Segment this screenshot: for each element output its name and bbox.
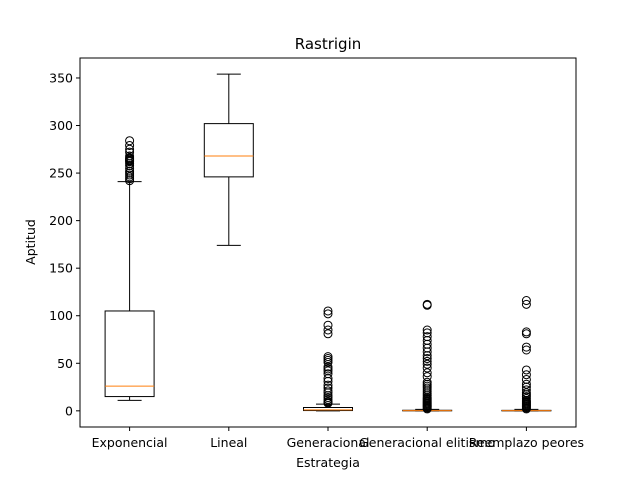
y-tick-label: 200 bbox=[49, 213, 73, 228]
outlier-point bbox=[521, 329, 531, 339]
y-tick-label: 100 bbox=[49, 308, 73, 323]
outlier-point bbox=[323, 352, 333, 362]
outlier-point bbox=[323, 362, 333, 372]
outlier-point bbox=[422, 368, 432, 378]
box-1 bbox=[104, 136, 155, 401]
outlier-point bbox=[323, 386, 333, 396]
outlier-point bbox=[521, 296, 531, 306]
outlier-point bbox=[323, 325, 333, 335]
outlier-point bbox=[422, 299, 432, 309]
outlier-point bbox=[521, 379, 531, 389]
outlier-point bbox=[323, 383, 333, 393]
x-tick-label: Generacional elitismo bbox=[359, 435, 495, 450]
box-4 bbox=[402, 299, 453, 414]
x-axis-label: Estrategia bbox=[296, 455, 360, 470]
outlier-point bbox=[323, 309, 333, 319]
outlier-point bbox=[422, 372, 432, 382]
y-tick-label: 150 bbox=[49, 261, 73, 276]
chart-title: Rastrigin bbox=[295, 35, 362, 53]
box-series bbox=[104, 73, 552, 414]
y-tick-label: 350 bbox=[49, 70, 73, 85]
iqr-box bbox=[203, 123, 254, 178]
outlier-point bbox=[422, 377, 432, 387]
outlier-point bbox=[521, 299, 531, 309]
outlier-point bbox=[521, 365, 531, 375]
outlier-point bbox=[125, 151, 135, 161]
outlier-point bbox=[422, 328, 432, 338]
outlier-point bbox=[521, 370, 531, 380]
outlier-point bbox=[422, 325, 432, 335]
outlier-point bbox=[125, 140, 135, 150]
iqr-box bbox=[104, 310, 155, 398]
y-tick-label: 0 bbox=[65, 403, 73, 418]
outlier-point bbox=[125, 144, 135, 154]
box-2 bbox=[203, 73, 254, 246]
outlier-point bbox=[323, 369, 333, 379]
outlier-point bbox=[323, 329, 333, 339]
y-tick-label: 300 bbox=[49, 118, 73, 133]
x-tick-label: Generacional bbox=[287, 435, 370, 450]
y-axis-label: Aptitud bbox=[23, 219, 38, 265]
box-5 bbox=[501, 296, 552, 414]
outlier-point bbox=[521, 345, 531, 355]
outlier-point bbox=[323, 320, 333, 330]
outlier-point bbox=[422, 332, 432, 342]
outlier-point bbox=[521, 385, 531, 395]
x-tick-label: Exponencial bbox=[92, 435, 168, 450]
outlier-point bbox=[125, 147, 135, 157]
outlier-point bbox=[422, 356, 432, 366]
outlier-point bbox=[323, 306, 333, 316]
y-tick-label: 250 bbox=[49, 166, 73, 181]
x-tick-label: Reemplazo peores bbox=[469, 435, 584, 450]
outlier-point bbox=[521, 388, 531, 398]
outlier-point bbox=[422, 363, 432, 373]
outlier-point bbox=[521, 374, 531, 384]
y-tick-label: 50 bbox=[57, 356, 73, 371]
box-3 bbox=[303, 306, 353, 412]
x-tick-label: Lineal bbox=[210, 435, 247, 450]
x-axis: Exponencial Lineal GeneracionalGeneraciona… bbox=[92, 427, 584, 450]
outlier-point bbox=[521, 327, 531, 337]
outlier-point bbox=[422, 359, 432, 369]
outlier-point bbox=[323, 380, 333, 390]
outlier-point bbox=[125, 136, 135, 146]
outlier-point bbox=[422, 354, 432, 364]
y-axis: 0 50 100 150 200 250 300 350 bbox=[49, 70, 80, 418]
outlier-point bbox=[521, 342, 531, 352]
